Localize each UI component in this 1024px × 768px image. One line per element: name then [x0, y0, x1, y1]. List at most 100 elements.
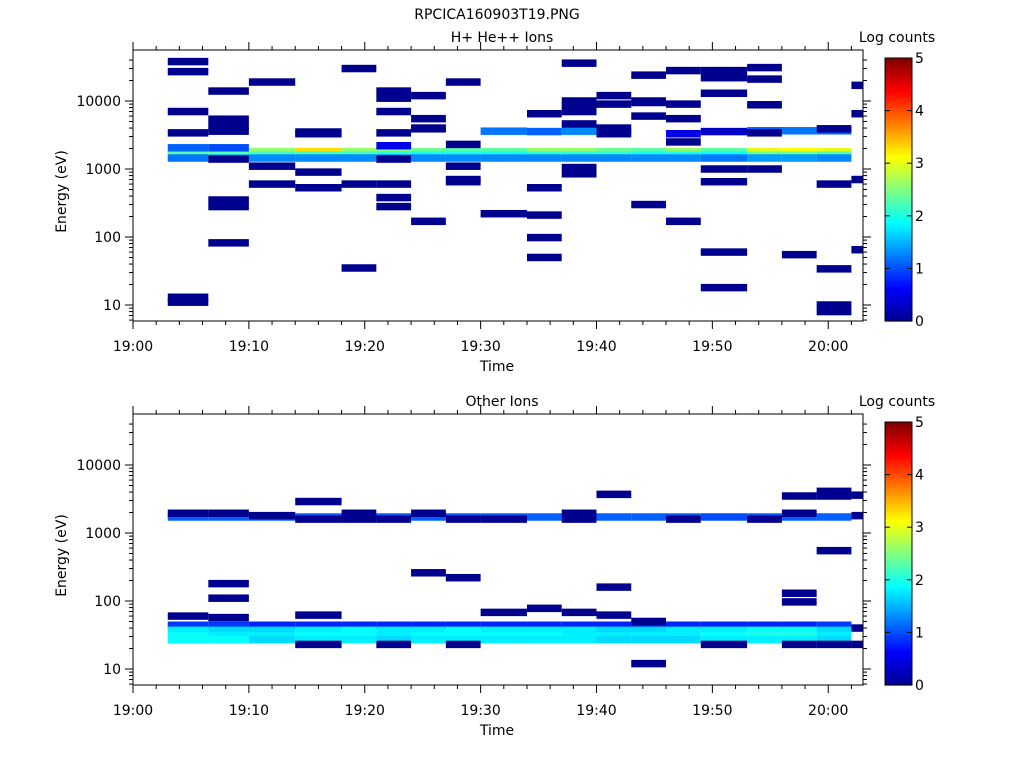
panel2-heatmap-cell	[208, 594, 249, 602]
panel2-colorbar-segment	[885, 640, 912, 644]
panel1-colorbar-segment	[885, 58, 912, 62]
panel2-colorbar-segment	[885, 661, 912, 665]
panel2-colorbar-segment	[885, 571, 912, 576]
panel2-heatmap-cell	[208, 635, 249, 644]
panel2-colorbar-segment	[885, 627, 912, 631]
panel2-heatmap-cell	[526, 635, 562, 644]
panel2-heatmap-cell	[295, 621, 342, 629]
panel2-heatmap-cell	[480, 621, 527, 629]
panel2-colorbar-segment	[885, 650, 912, 655]
panel1-colorbar-label: Log counts	[859, 30, 935, 46]
panel2-heatmap-cell	[376, 621, 412, 629]
panel2-x-axis-label: Time	[479, 723, 514, 739]
panel1-colorbar-segment	[885, 189, 912, 193]
panel1-colorbar-segment	[885, 305, 912, 309]
panel1-heatmap-cell	[666, 114, 701, 123]
panel2-heatmap-cell	[208, 631, 249, 640]
panel1-colorbar-segment	[885, 289, 912, 293]
panel2-heatmap-cell	[295, 631, 342, 640]
panel1-heatmap-cell	[341, 180, 377, 188]
panel1-x-tick-label: 19:00	[113, 339, 153, 355]
panel2-colorbar-segment	[885, 516, 912, 520]
panel2-colorbar-segment	[885, 450, 912, 455]
panel2-colorbar-segment	[885, 550, 912, 555]
panel2-heatmap-cell	[666, 635, 701, 644]
panel2-colorbar-segment	[885, 682, 912, 686]
panel1-colorbar-segment	[885, 173, 912, 177]
panel1-colorbar-segment	[885, 255, 912, 259]
panel1-colorbar-segment	[885, 299, 912, 304]
panel2-colorbar-segment	[885, 666, 912, 670]
panel1-heatmap-cell	[816, 154, 852, 162]
panel2-colorbar-tick-label: 0	[915, 678, 924, 694]
panel1-heatmap-cell	[208, 155, 249, 163]
panel1-heatmap-cell	[376, 202, 412, 211]
panel1-colorbar-segment	[885, 260, 912, 264]
panel2-colorbar-segment	[885, 566, 912, 570]
panel2-colorbar-segment	[885, 598, 912, 602]
panel1-heatmap-cell	[167, 293, 209, 301]
panel1-axes-frame	[132, 49, 864, 322]
panel1-colorbar-segment	[885, 302, 912, 306]
panel1-colorbar-segment	[885, 102, 912, 106]
panel1-heatmap-cell	[851, 109, 863, 118]
panel2-heatmap-cell	[747, 515, 782, 523]
panel2-colorbar-segment	[885, 429, 912, 434]
panel2-colorbar-segment	[885, 514, 912, 518]
panel1-heatmap-cell	[295, 184, 342, 192]
panel1-colorbar-segment	[885, 136, 912, 141]
panel2-heatmap-cell	[208, 621, 249, 629]
panel1-colorbar-segment	[885, 81, 912, 85]
panel2-heatmap-cell	[816, 621, 852, 629]
panel2-colorbar-segment	[885, 677, 912, 681]
panel1-heatmap-cell	[781, 127, 817, 135]
panel2-heatmap-cell	[248, 631, 296, 640]
panel1-heatmap-cell	[341, 154, 377, 162]
panel1-colorbar-segment	[885, 213, 912, 217]
panel2-colorbar-segment	[885, 663, 912, 668]
panel1-colorbar-segment	[885, 297, 912, 301]
panel2-colorbar-segment	[885, 574, 912, 578]
panel2-colorbar-segment	[885, 569, 912, 573]
panel2-colorbar-segment	[885, 432, 912, 436]
panel2-colorbar-segment	[885, 506, 912, 510]
panel1-colorbar-segment	[885, 129, 912, 133]
panel1-colorbar-segment	[885, 318, 912, 322]
panel2-heatmap-cell	[411, 509, 446, 518]
panel1-colorbar-segment	[885, 294, 912, 298]
panel2-heatmap-cell	[248, 635, 296, 644]
panel2-heatmap-cell	[631, 659, 667, 668]
panel1-x-tick-label: 19:30	[460, 339, 500, 355]
panel2-colorbar-segment	[885, 435, 912, 439]
panel1-x-tick-label: 19:20	[345, 339, 385, 355]
panel1-colorbar-segment	[885, 94, 912, 99]
panel1-colorbar-segment	[885, 155, 912, 159]
panel2-heatmap-cell	[596, 635, 632, 644]
panel2-heatmap-cell	[295, 515, 342, 523]
panel2-colorbar-segment	[885, 495, 912, 499]
panel2-heatmap-cell	[747, 635, 782, 644]
panel2-heatmap-cell	[341, 635, 377, 644]
panel2-colorbar-segment	[885, 485, 912, 489]
panel2-heatmap-cell	[376, 515, 412, 523]
panel2-heatmap-cell	[700, 640, 748, 649]
panel2-colorbar-segment	[885, 558, 912, 562]
panel1-heatmap-cell	[445, 154, 481, 162]
panel2-heatmap-cell	[816, 513, 852, 521]
panel1-colorbar-segment	[885, 89, 912, 93]
panel2-heatmap-cell	[596, 490, 632, 499]
panel2-heatmap-cell	[851, 511, 863, 520]
panel2-heatmap-cell	[561, 626, 597, 635]
panel2-heatmap-cell	[445, 515, 481, 523]
panel1-heatmap-cell	[411, 125, 446, 133]
panel1-x-tick-label: 20:00	[808, 339, 848, 355]
panel1-colorbar-segment	[885, 273, 912, 277]
panel1-colorbar-segment	[885, 63, 912, 67]
panel2-heatmap-cell	[747, 621, 782, 629]
panel2-heatmap-cell	[411, 569, 446, 577]
panel1-heatmap-cell	[666, 138, 701, 146]
panel2-heatmap-cell	[526, 631, 562, 640]
panel1-colorbar-tick-label: 3	[915, 156, 924, 172]
panel1-colorbar-segment	[885, 152, 912, 156]
panel1-heatmap-cell	[208, 87, 249, 95]
